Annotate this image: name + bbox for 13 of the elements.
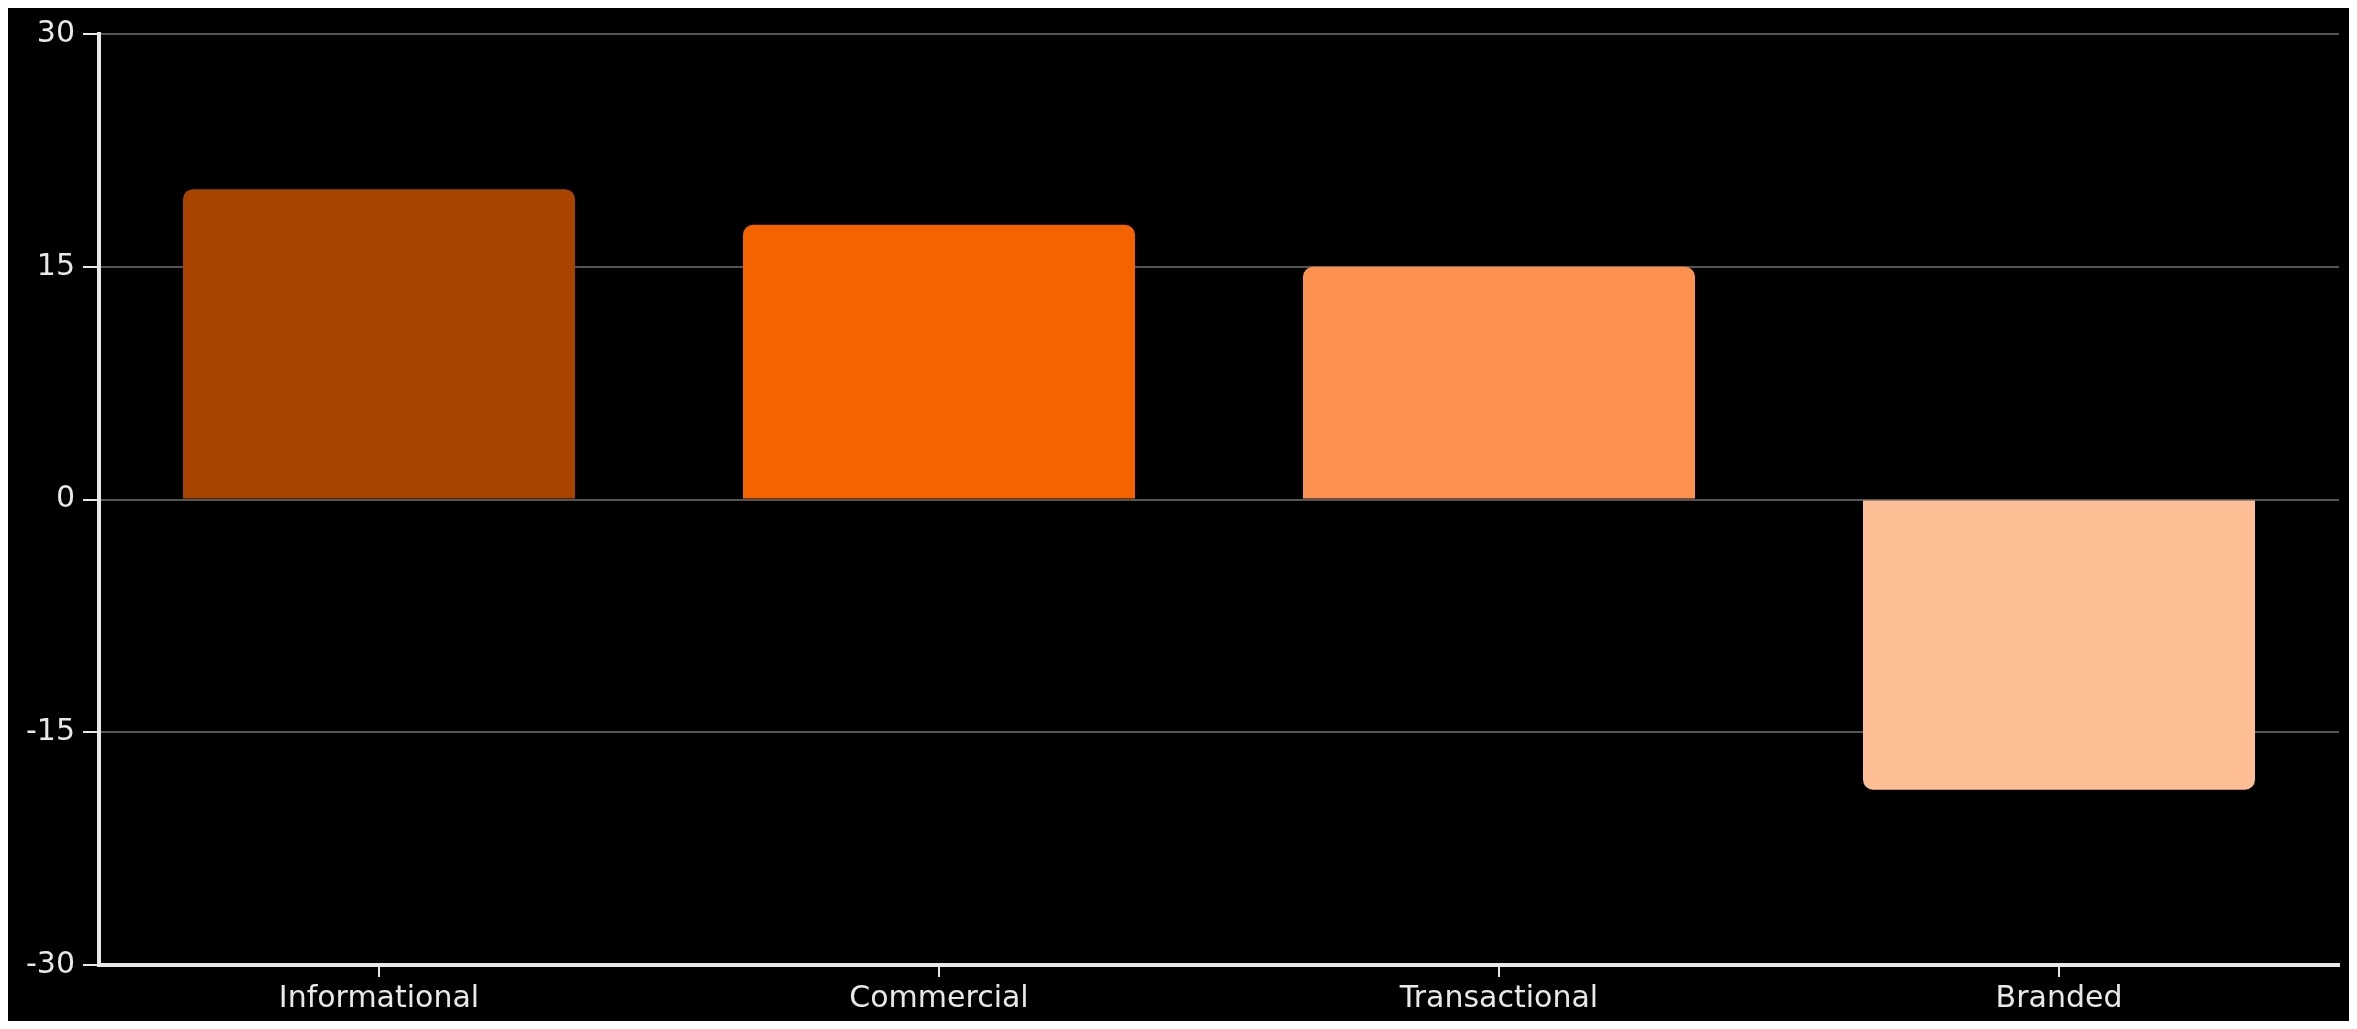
- y-tick-label: 15: [36, 246, 75, 282]
- bar: [743, 224, 1135, 499]
- y-tick-label: -15: [26, 712, 75, 748]
- bar: [1863, 500, 2255, 790]
- y-tick-label: 30: [36, 13, 75, 49]
- bar: [183, 189, 575, 499]
- y-tick-label: 0: [55, 479, 75, 515]
- x-tick-label: Commercial: [849, 978, 1029, 1014]
- bar: [1303, 266, 1695, 499]
- x-tick-label: Branded: [1995, 978, 2123, 1014]
- x-tick-label: Informational: [278, 978, 480, 1014]
- x-tick-label: Transactional: [1398, 978, 1599, 1014]
- y-tick-label: -30: [26, 944, 75, 980]
